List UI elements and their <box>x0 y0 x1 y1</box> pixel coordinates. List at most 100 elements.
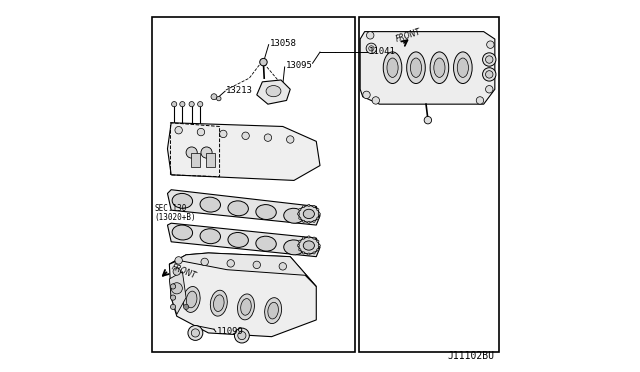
Circle shape <box>486 71 493 78</box>
Bar <box>152 17 355 352</box>
Circle shape <box>299 249 301 251</box>
Circle shape <box>172 283 182 294</box>
Ellipse shape <box>200 197 220 212</box>
Circle shape <box>318 213 321 215</box>
Circle shape <box>317 208 319 211</box>
Circle shape <box>264 134 271 141</box>
Ellipse shape <box>228 201 248 216</box>
Circle shape <box>367 32 374 39</box>
Ellipse shape <box>284 240 304 255</box>
Circle shape <box>372 97 380 104</box>
Circle shape <box>238 331 246 340</box>
Ellipse shape <box>211 290 227 316</box>
Circle shape <box>184 304 189 310</box>
Text: SEC.130: SEC.130 <box>154 204 187 213</box>
Ellipse shape <box>434 58 445 77</box>
Circle shape <box>201 258 209 266</box>
Circle shape <box>242 132 250 140</box>
Circle shape <box>299 240 301 243</box>
Ellipse shape <box>430 52 449 84</box>
Circle shape <box>172 102 177 107</box>
Circle shape <box>253 261 260 269</box>
Circle shape <box>186 147 197 158</box>
Ellipse shape <box>228 232 248 247</box>
Polygon shape <box>168 123 320 180</box>
Circle shape <box>191 329 200 337</box>
Ellipse shape <box>383 52 402 84</box>
Text: (13020+B): (13020+B) <box>154 213 196 222</box>
Text: FRONT: FRONT <box>394 28 422 44</box>
Polygon shape <box>168 190 320 225</box>
Circle shape <box>303 205 305 208</box>
Ellipse shape <box>387 58 398 77</box>
Ellipse shape <box>266 86 281 97</box>
Ellipse shape <box>268 302 278 319</box>
Circle shape <box>369 46 374 51</box>
Ellipse shape <box>172 193 193 208</box>
Bar <box>191 153 200 167</box>
Ellipse shape <box>256 205 276 219</box>
Polygon shape <box>257 80 291 104</box>
Circle shape <box>318 244 321 247</box>
Circle shape <box>170 284 175 289</box>
Polygon shape <box>170 272 186 314</box>
Circle shape <box>313 205 315 208</box>
Ellipse shape <box>200 229 220 244</box>
Polygon shape <box>360 32 495 104</box>
Circle shape <box>486 86 493 93</box>
Circle shape <box>308 221 310 224</box>
Ellipse shape <box>303 209 314 219</box>
Bar <box>359 17 499 352</box>
Circle shape <box>424 116 431 124</box>
Circle shape <box>234 328 250 343</box>
Ellipse shape <box>241 299 252 315</box>
Circle shape <box>486 56 493 63</box>
Circle shape <box>216 96 221 101</box>
Ellipse shape <box>256 236 276 251</box>
Circle shape <box>198 102 203 107</box>
Text: 13213: 13213 <box>226 86 253 94</box>
Circle shape <box>483 53 496 66</box>
Text: 11041: 11041 <box>369 47 396 56</box>
Circle shape <box>260 58 267 66</box>
Circle shape <box>175 257 182 264</box>
Polygon shape <box>170 253 316 337</box>
Circle shape <box>298 244 300 247</box>
Circle shape <box>313 220 315 222</box>
Ellipse shape <box>183 286 200 312</box>
Circle shape <box>211 94 217 100</box>
Ellipse shape <box>265 298 282 324</box>
Circle shape <box>486 41 494 48</box>
Circle shape <box>188 326 203 340</box>
Circle shape <box>173 268 180 275</box>
Circle shape <box>363 91 370 99</box>
Ellipse shape <box>406 52 425 84</box>
Circle shape <box>317 240 319 243</box>
Circle shape <box>366 43 376 54</box>
Circle shape <box>476 97 484 104</box>
Circle shape <box>483 68 496 81</box>
Bar <box>206 153 215 167</box>
Circle shape <box>175 126 182 134</box>
Ellipse shape <box>284 208 304 223</box>
Circle shape <box>189 102 195 107</box>
Circle shape <box>317 217 319 219</box>
Circle shape <box>201 147 212 158</box>
Text: J11102BU: J11102BU <box>448 351 495 361</box>
Circle shape <box>279 263 287 270</box>
Circle shape <box>227 260 234 267</box>
Polygon shape <box>168 223 320 257</box>
Circle shape <box>303 252 305 254</box>
Circle shape <box>287 136 294 143</box>
Circle shape <box>170 295 175 300</box>
Circle shape <box>197 128 205 136</box>
Text: 13058: 13058 <box>270 39 297 48</box>
Circle shape <box>299 217 301 219</box>
Circle shape <box>299 208 301 211</box>
Circle shape <box>303 220 305 222</box>
Circle shape <box>313 237 315 239</box>
Ellipse shape <box>457 58 468 77</box>
Circle shape <box>180 102 185 107</box>
Ellipse shape <box>454 52 472 84</box>
Ellipse shape <box>299 237 319 254</box>
